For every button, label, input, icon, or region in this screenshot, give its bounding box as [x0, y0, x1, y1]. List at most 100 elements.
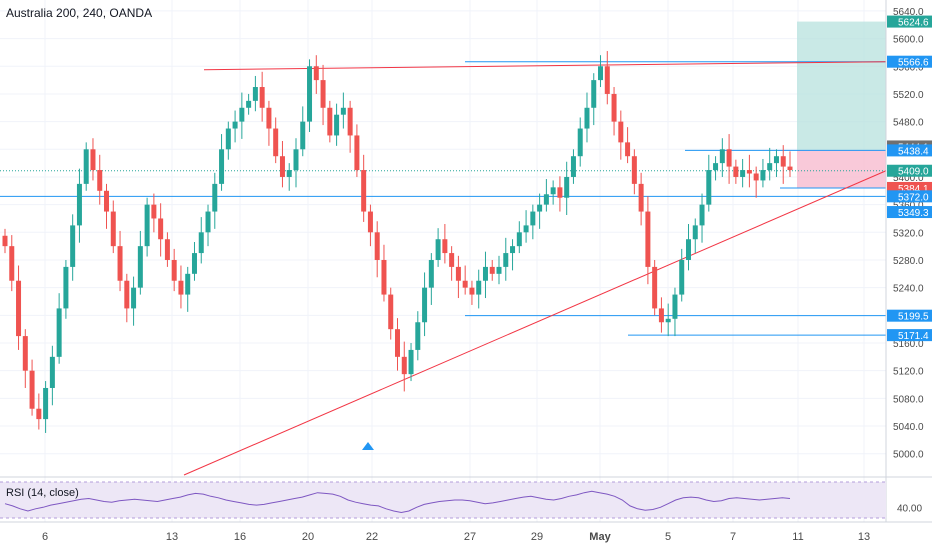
candle — [604, 66, 610, 94]
candle — [164, 239, 170, 260]
candle — [395, 329, 400, 357]
candle — [185, 273, 191, 295]
candle — [43, 387, 49, 420]
x-tick-label: 29 — [531, 531, 543, 543]
candle — [110, 211, 116, 247]
candle — [760, 170, 766, 181]
candle — [435, 239, 441, 260]
candle — [550, 187, 556, 195]
candle — [90, 149, 96, 171]
candle — [645, 211, 651, 267]
candle — [266, 107, 272, 129]
candle — [652, 266, 658, 309]
candle — [415, 322, 421, 350]
candle — [340, 107, 346, 115]
target-zone — [797, 21, 886, 151]
candle — [279, 156, 285, 177]
candle — [158, 218, 164, 240]
x-tick-label: 6 — [42, 531, 48, 543]
candle — [455, 266, 461, 281]
candle — [49, 356, 55, 388]
candle — [638, 183, 644, 212]
candle — [374, 232, 380, 260]
candle — [334, 114, 340, 136]
x-tick-label: 20 — [302, 531, 314, 543]
candle — [36, 408, 42, 420]
candle — [137, 246, 143, 288]
candle — [205, 211, 211, 233]
candle — [733, 166, 739, 177]
price-tag-label: 5624.6 — [898, 18, 929, 29]
price-tag-label: 5384.1 — [898, 184, 929, 195]
candle — [22, 336, 28, 371]
x-tick-label: 13 — [858, 531, 870, 543]
y-tick-label: 5320.0 — [893, 228, 924, 239]
rsi-tick-label: 40.00 — [897, 503, 922, 514]
y-tick-label: 5120.0 — [893, 367, 924, 378]
candle — [564, 176, 570, 198]
candle — [787, 166, 793, 171]
candle — [699, 204, 705, 226]
candle — [198, 232, 204, 254]
price-tag — [887, 15, 932, 28]
candle — [462, 280, 468, 288]
candle — [293, 149, 299, 171]
candle — [685, 239, 691, 260]
candle — [557, 187, 563, 198]
y-tick-label: 5400.0 — [893, 173, 924, 184]
candle — [367, 211, 373, 233]
candle — [83, 149, 89, 184]
rsi-band — [0, 482, 886, 518]
candle — [658, 308, 664, 323]
candle — [598, 66, 604, 81]
candle — [246, 100, 252, 108]
y-tick-label: 5160.0 — [893, 339, 924, 350]
candle — [543, 194, 549, 205]
candle — [361, 170, 367, 212]
candle — [767, 163, 773, 171]
price-tag — [887, 309, 932, 322]
candle — [476, 280, 482, 295]
candle — [131, 287, 137, 309]
candle — [713, 163, 719, 171]
candle — [117, 246, 123, 281]
x-tick-label: 7 — [730, 531, 736, 543]
price-tag — [887, 144, 932, 157]
candle — [503, 253, 509, 267]
candle — [327, 107, 333, 136]
chart-title: Australia 200, 240, OANDA — [6, 6, 153, 20]
candle — [401, 356, 407, 375]
price-tag-label: 5199.5 — [898, 312, 929, 323]
candle — [753, 173, 759, 181]
candle — [2, 235, 8, 247]
x-tick-label: May — [589, 531, 611, 543]
trendline-bottom — [183, 170, 887, 476]
y-tick-label: 5480.0 — [893, 118, 924, 129]
candle — [151, 204, 157, 219]
y-tick-label: 5040.0 — [893, 422, 924, 433]
candle — [631, 156, 637, 184]
candle — [191, 253, 197, 274]
price-tag-label: 5349.3 — [898, 208, 929, 219]
candle — [706, 170, 712, 205]
candle — [9, 246, 15, 281]
x-tick-label: 11 — [792, 531, 803, 543]
price-tag — [887, 164, 932, 177]
y-tick-label: 5080.0 — [893, 394, 924, 405]
candle — [746, 170, 752, 174]
candle — [618, 121, 624, 143]
candle — [320, 80, 326, 108]
candle — [408, 349, 414, 375]
candle — [171, 259, 177, 281]
price-tag — [887, 55, 932, 68]
price-tag-label: 5409.0 — [898, 167, 929, 178]
candle — [591, 80, 597, 108]
candle — [178, 280, 184, 295]
candle — [388, 294, 394, 330]
candle — [469, 287, 475, 295]
candle — [259, 87, 265, 108]
y-tick-label: 5560.0 — [893, 62, 924, 73]
candle — [219, 149, 225, 184]
